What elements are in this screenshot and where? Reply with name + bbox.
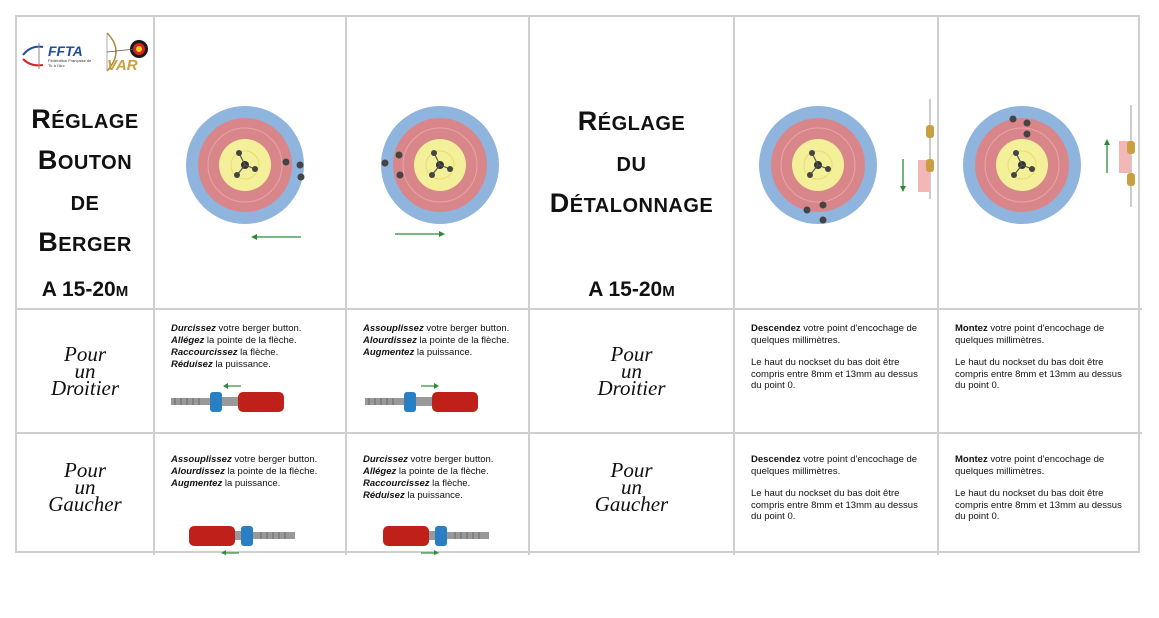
- title-line: BERGER: [38, 227, 132, 257]
- hand-label-droitier: Pour un Droitier: [50, 342, 120, 400]
- target-stiff-cell: [155, 17, 347, 310]
- target-icon: [963, 105, 1135, 224]
- instruction-note: Descendez votre point d'encochage de que…: [751, 323, 918, 391]
- nock-up-droitier: Montez votre point d'encochage de quelqu…: [939, 310, 1142, 434]
- target-icon: [381, 106, 499, 237]
- target-low-cell: [735, 17, 939, 310]
- berger-button-icon: [171, 383, 284, 412]
- instruction-list: Assouplissez votre berger button. Alourd…: [363, 323, 510, 358]
- nock-up-gaucher: Montez votre point d'encochage de quelqu…: [939, 434, 1142, 555]
- instruction-note: Descendez votre point d'encochage de que…: [751, 454, 918, 522]
- section1-distance: A 15-20M: [41, 278, 129, 301]
- title-line: BOUTON: [37, 145, 133, 175]
- var-logo-text: VAR: [107, 57, 138, 74]
- title-line: DE: [70, 193, 100, 215]
- hand-label-droitier: Pour un Droitier: [597, 342, 666, 400]
- berger-button-icon: [189, 526, 295, 555]
- title-line: RÉGLAGE: [31, 104, 139, 134]
- berger-stiffen-droitier: Durcissez votre berger button. Allégez l…: [155, 310, 347, 434]
- ffta-logo-mark: [22, 43, 44, 69]
- instruction-note: Montez votre point d'encochage de quelqu…: [955, 454, 1122, 522]
- berger-stiffen-gaucher: Durcissez votre berger button. Allégez l…: [347, 434, 530, 555]
- instruction-list: Durcissez votre berger button. Allégez l…: [171, 323, 302, 370]
- section2-title-cell: RÉGLAGE DU DÉTALONNAGE A 15-20M: [530, 17, 735, 310]
- hand-label-gaucher: Pour un Gaucher: [594, 458, 669, 516]
- row-label-droitier: Pour un Droitier: [17, 310, 155, 434]
- ffta-logo-text: FFTA: [48, 43, 83, 59]
- target-icon: [759, 99, 934, 224]
- instruction-note: Montez votre point d'encochage de quelqu…: [955, 323, 1122, 391]
- ffta-logo: FFTA Fédération Française de Tir à l'Arc: [21, 39, 97, 73]
- hand-label-gaucher: Pour un Gaucher: [48, 458, 122, 516]
- title-line: DÉTALONNAGE: [549, 188, 714, 218]
- berger-button-icon: [365, 383, 478, 412]
- berger-soften-droitier: Assouplissez votre berger button. Alourd…: [347, 310, 530, 434]
- var-logo: VAR: [101, 27, 151, 77]
- target-high-cell: [939, 17, 1142, 310]
- section1-title-cell: FFTA Fédération Française de Tir à l'Arc…: [17, 17, 155, 310]
- instruction-list: Assouplissez votre berger button. Alourd…: [171, 454, 318, 489]
- section2-title: RÉGLAGE DU DÉTALONNAGE: [530, 103, 733, 226]
- nock-down-droitier: Descendez votre point d'encochage de que…: [735, 310, 939, 434]
- row-label-gaucher: Pour un Gaucher: [17, 434, 155, 555]
- instruction-list: Durcissez votre berger button. Allégez l…: [363, 454, 494, 501]
- title-line: RÉGLAGE: [577, 106, 686, 136]
- target-icon: [186, 106, 305, 240]
- target-soft-cell: [347, 17, 530, 310]
- berger-button-icon: [383, 526, 489, 555]
- nock-down-gaucher: Descendez votre point d'encochage de que…: [735, 434, 939, 555]
- title-line: DU: [616, 154, 647, 176]
- berger-soften-gaucher: Assouplissez votre berger button. Alourd…: [155, 434, 347, 555]
- ffta-logo-subtitle: Fédération Française de Tir à l'Arc: [48, 58, 92, 68]
- section2-distance: A 15-20M: [588, 278, 675, 301]
- settings-table: FFTA Fédération Française de Tir à l'Arc…: [15, 15, 1142, 555]
- var-logo-mark: [106, 32, 148, 72]
- row-label-droitier-2: Pour un Droitier: [530, 310, 735, 434]
- section1-title: RÉGLAGE BOUTON DE BERGER: [17, 101, 153, 265]
- row-label-gaucher-2: Pour un Gaucher: [530, 434, 735, 555]
